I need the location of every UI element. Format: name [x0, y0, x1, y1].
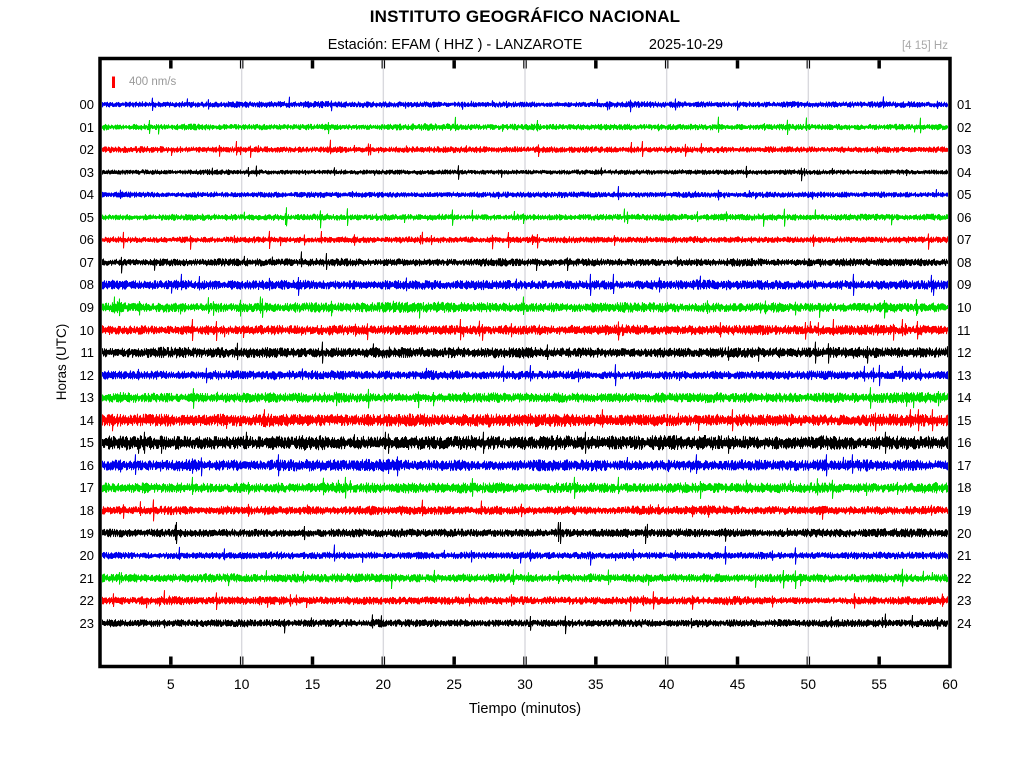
- trace-hour-20: [102, 544, 948, 566]
- hour-label-right-22: 22: [957, 570, 972, 586]
- trace-hour-03: [102, 165, 948, 182]
- hour-label-left-04: 04: [79, 187, 94, 203]
- hour-label-left-10: 10: [79, 322, 94, 338]
- trace-hour-00: [102, 96, 948, 113]
- trace-hour-12: [102, 364, 948, 387]
- hour-label-left-15: 15: [79, 435, 94, 451]
- trace-hour-18: [102, 499, 948, 522]
- trace-hour-16: [102, 454, 948, 477]
- x-tick-label-50: 50: [800, 676, 817, 692]
- trace-hour-08: [102, 273, 948, 296]
- hour-label-left-17: 17: [79, 480, 94, 496]
- x-tick-label-20: 20: [375, 676, 392, 692]
- hour-label-left-03: 03: [79, 164, 94, 180]
- hour-label-right-07: 07: [957, 232, 972, 248]
- hour-label-left-20: 20: [79, 548, 94, 563]
- hour-label-left-13: 13: [79, 390, 94, 406]
- hour-label-right-16: 16: [957, 435, 972, 451]
- x-tick-label-55: 55: [871, 676, 887, 692]
- hour-label-left-12: 12: [79, 367, 94, 383]
- hour-label-right-21: 21: [957, 548, 972, 563]
- hour-label-right-01: 01: [957, 97, 972, 112]
- hour-label-right-03: 03: [957, 142, 972, 158]
- hour-label-left-09: 09: [79, 300, 94, 315]
- trace-hour-10: [102, 318, 948, 342]
- x-tick-label-5: 5: [166, 676, 175, 692]
- trace-hour-11: [102, 341, 948, 364]
- hour-label-left-23: 23: [79, 615, 94, 631]
- hour-label-right-08: 08: [957, 254, 972, 270]
- hour-label-right-10: 10: [957, 300, 972, 315]
- station-subtitle: Estación: EFAM ( HHZ ) - LANZAROTE: [327, 37, 583, 53]
- hour-label-left-05: 05: [79, 209, 94, 225]
- hour-label-left-19: 19: [79, 525, 94, 541]
- hour-label-right-13: 13: [957, 367, 972, 383]
- hour-label-left-22: 22: [79, 593, 94, 609]
- hour-label-left-07: 07: [79, 254, 94, 270]
- hour-label-right-04: 04: [957, 164, 972, 180]
- hour-label-left-00: 00: [79, 97, 94, 112]
- hour-label-left-14: 14: [79, 412, 94, 428]
- x-tick-label-35: 35: [588, 676, 604, 692]
- hour-label-left-02: 02: [79, 142, 94, 158]
- hour-label-right-23: 23: [957, 593, 972, 609]
- hour-label-left-08: 08: [79, 277, 94, 293]
- trace-hour-22: [102, 590, 948, 612]
- x-tick-label-40: 40: [658, 676, 675, 692]
- hour-label-right-14: 14: [957, 390, 972, 406]
- plot-frame: [98, 56, 952, 669]
- hour-label-right-02: 02: [957, 119, 972, 135]
- x-tick-label-15: 15: [304, 676, 321, 692]
- hour-label-right-15: 15: [957, 412, 972, 428]
- hour-label-right-09: 09: [957, 277, 972, 293]
- trace-hour-23: [102, 613, 948, 635]
- hour-label-right-05: 05: [957, 187, 972, 203]
- hour-label-right-24: 24: [957, 615, 972, 631]
- hour-label-right-12: 12: [957, 345, 972, 361]
- hour-label-left-06: 06: [79, 232, 94, 248]
- trace-hour-07: [102, 251, 948, 274]
- hour-label-right-19: 19: [957, 502, 972, 518]
- trace-hour-09: [102, 296, 948, 319]
- x-tick-label-10: 10: [233, 676, 250, 692]
- trace-hour-04: [102, 186, 948, 201]
- hour-label-right-11: 11: [957, 322, 971, 338]
- scale-bar-label: 400 nm/s: [129, 76, 177, 88]
- page-title: INSTITUTO GEOGRÁFICO NACIONAL: [369, 7, 681, 26]
- trace-hour-06: [102, 230, 948, 250]
- x-axis-title: Tiempo (minutos): [468, 701, 582, 717]
- x-tick-label-45: 45: [729, 676, 746, 692]
- trace-hour-19: [102, 521, 948, 545]
- hour-label-left-21: 21: [79, 570, 94, 586]
- trace-hour-01: [102, 116, 948, 136]
- hour-label-right-06: 06: [957, 209, 972, 225]
- hour-label-right-20: 20: [957, 525, 972, 541]
- hour-label-left-18: 18: [79, 502, 94, 518]
- trace-hour-13: [102, 387, 948, 409]
- hour-label-right-18: 18: [957, 480, 972, 496]
- hour-label-right-17: 17: [957, 457, 972, 473]
- trace-hour-05: [102, 207, 948, 229]
- trace-hour-15: [102, 431, 948, 454]
- x-tick-label-60: 60: [942, 676, 958, 692]
- filter-band-label: [4 15] Hz: [901, 40, 948, 52]
- trace-hour-14: [102, 409, 948, 432]
- trace-hour-02: [102, 139, 948, 158]
- trace-hour-21: [102, 568, 948, 590]
- hour-label-left-01: 01: [79, 119, 94, 135]
- hour-label-left-11: 11: [80, 345, 95, 361]
- x-tick-label-30: 30: [517, 676, 533, 692]
- hour-label-left-16: 16: [79, 457, 94, 473]
- date-label: 2025-10-29: [648, 37, 724, 53]
- x-tick-label-25: 25: [446, 676, 462, 692]
- trace-hour-17: [102, 476, 948, 499]
